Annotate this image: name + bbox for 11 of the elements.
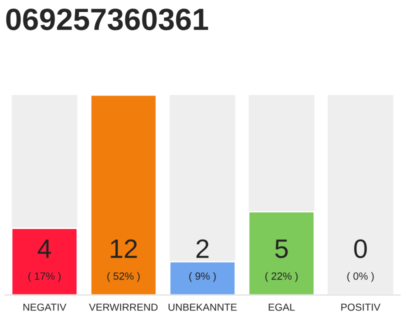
x-tick-label: VERWIRREND [88,304,158,311]
x-tick-label: NEGATIV [23,304,66,311]
x-tick-label: POSITIV [341,304,380,311]
data-label: 2 ( 9% ) [189,239,216,282]
data-label: 0 ( 0% ) [347,239,374,282]
x-tick-label: UNBEKANNTE [168,304,237,311]
data-label: 4 ( 17% ) [28,240,61,282]
x-tick-label: EGAL [268,304,295,311]
chart-title: 069257360361 [6,8,208,30]
data-label: 12 ( 52% ) [107,239,140,282]
data-label: 5 ( 22% ) [265,240,298,282]
